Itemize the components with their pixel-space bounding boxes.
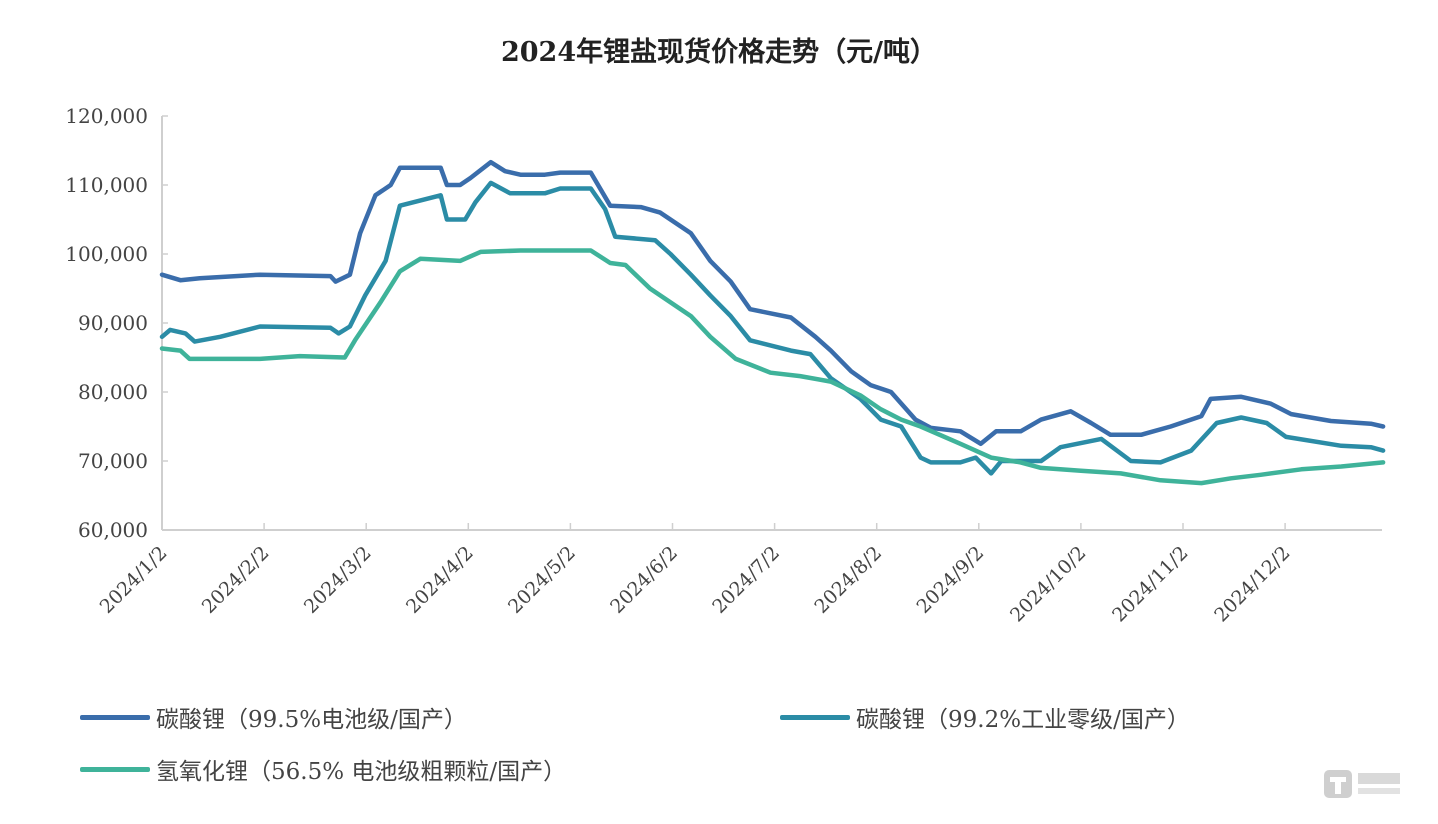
legend-label: 碳酸锂（99.2%工业零级/国产） <box>856 707 1190 733</box>
y-tick-label: 90,000 <box>78 311 148 335</box>
x-tick-label: 2024/5/2 <box>504 542 580 618</box>
legend-swatch <box>80 714 150 720</box>
x-tick-label: 2024/1/2 <box>96 542 172 618</box>
chart-title: 2024年锂盐现货价格走势（元/吨） <box>500 37 937 68</box>
series-lines <box>159 159 1386 486</box>
x-tick-label: 2024/7/2 <box>708 542 784 618</box>
legend-label: 碳酸锂（99.5%电池级/国产） <box>156 707 467 733</box>
x-tick-label: 2024/8/2 <box>810 542 886 618</box>
x-tick-label: 2024/12/2 <box>1210 542 1294 626</box>
y-tick-label: 120,000 <box>65 104 148 128</box>
y-tick-label: 100,000 <box>65 242 148 266</box>
series-line-1 <box>159 180 1386 476</box>
y-tick-label: 80,000 <box>78 380 148 404</box>
series-line-0 <box>159 159 1386 447</box>
legend-item-hydroxide: 氢氧化锂（56.5% 电池级粗颗粒/国产） <box>80 752 566 786</box>
x-tick-label: 2024/4/2 <box>402 542 478 618</box>
legend-swatch <box>780 714 850 720</box>
y-tick-label: 70,000 <box>78 449 148 473</box>
x-tick-label: 2024/9/2 <box>912 542 988 618</box>
axes: 60,000 70,000 80,000 90,000 100,000 110,000 12… <box>65 104 1382 626</box>
line-chart: 60,000 70,000 80,000 90,000 100,000 110,000 12… <box>65 104 1386 626</box>
legend-item-battery-carbonate: 碳酸锂（99.5%电池级/国产） <box>80 700 467 734</box>
series-line-2 <box>159 248 1386 486</box>
y-tick-label: 110,000 <box>65 173 148 197</box>
legend-label: 氢氧化锂（56.5% 电池级粗颗粒/国产） <box>156 759 567 785</box>
legend-item-industrial-carbonate: 碳酸锂（99.2%工业零级/国产） <box>780 700 1190 734</box>
x-tick-label: 2024/11/2 <box>1108 542 1192 626</box>
x-tick-label: 2024/2/2 <box>198 542 274 618</box>
x-tick-label: 2024/3/2 <box>300 542 376 618</box>
y-tick-label: 60,000 <box>78 518 148 542</box>
x-tick-label: 2024/6/2 <box>606 542 682 618</box>
x-tick-label: 2024/10/2 <box>1006 542 1090 626</box>
legend-swatch <box>80 766 150 772</box>
tmtpost-watermark-logo <box>1324 770 1400 798</box>
